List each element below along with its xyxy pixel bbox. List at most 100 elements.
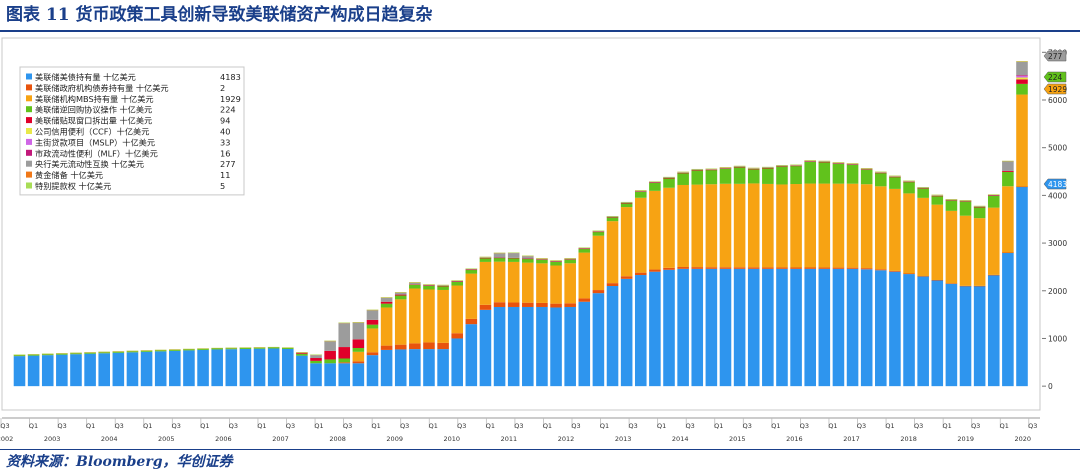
bar-stack: [437, 284, 449, 387]
bar-segment-agency_debt: [846, 267, 859, 269]
bar-segment-swaps: [804, 160, 816, 162]
legend-value: 224: [220, 105, 236, 115]
bar-segment-treasuries: [719, 268, 732, 387]
bar-segment-sdr: [1002, 160, 1014, 162]
bar-segment-agency_debt: [493, 302, 506, 307]
bar-segment-agency_debt: [818, 267, 831, 269]
bar-segment-mbs: [409, 288, 421, 344]
bar-segment-discount_window: [776, 166, 788, 167]
bar-segment-repo: [931, 196, 944, 205]
bar-segment-discount_window: [677, 172, 689, 174]
bar-segment-discount_window: [592, 231, 605, 233]
y-tick-label: 4000: [1048, 191, 1067, 200]
bar-segment-swaps: [310, 355, 322, 359]
bar-stack: [733, 165, 746, 387]
bar-segment-discount_window: [338, 347, 351, 359]
bar-segment-treasuries: [324, 363, 336, 387]
bar-stack: [423, 284, 435, 387]
plot-frame: [1, 37, 1041, 411]
bar-stack: [959, 200, 972, 387]
bar-segment-sdr: [818, 160, 831, 162]
bar-segment-treasuries: [875, 270, 887, 387]
bar-segment-discount_window: [451, 281, 463, 282]
bar-segment-repo: [620, 203, 633, 208]
bar-segment-repo: [423, 285, 435, 290]
footer-divider: [0, 449, 1080, 450]
bar-stack: [281, 347, 294, 387]
x-year-label: 2012: [558, 435, 575, 443]
bar-segment-repo: [776, 166, 788, 185]
bar-segment-mbs: [394, 299, 407, 345]
bar-stack: [154, 349, 167, 387]
bar-segment-sdr: [183, 348, 195, 350]
bar-segment-swaps: [522, 256, 534, 259]
x-quarter-label: Q3: [115, 422, 124, 430]
legend-value: 4183: [220, 72, 241, 82]
bar-segment-discount_window: [790, 165, 802, 167]
title-divider: [0, 30, 1080, 32]
bar-segment-sdr: [366, 309, 379, 311]
bar-segment-repo: [747, 169, 760, 184]
bar-segment-agency_debt: [465, 318, 478, 325]
bar-segment-sdr: [197, 348, 209, 349]
legend-label: 美联储机构MBS持有量 十亿美元: [35, 94, 154, 104]
bar-segment-swaps: [536, 258, 548, 260]
bar-segment-sdr: [691, 168, 704, 170]
legend-value: 94: [220, 116, 230, 126]
bar-segment-swaps: [493, 253, 506, 258]
bar-stack: [409, 282, 421, 387]
legend-entry: 美联储政府机构债券持有量 十亿美元 2: [26, 83, 225, 93]
bar-segment-treasuries: [437, 349, 449, 387]
legend-swatch: [26, 171, 32, 178]
bar-segment-treasuries: [366, 355, 379, 387]
bar-segment-swaps: [479, 257, 492, 258]
bar-segment-treasuries: [479, 309, 492, 387]
x-quarter-label: Q1: [257, 422, 266, 430]
bar-segment-repo: [84, 352, 96, 354]
bar-segment-discount_window: [889, 176, 901, 178]
bar-segment-mbs: [846, 183, 859, 268]
x-quarter-label: Q3: [971, 422, 980, 430]
legend-swatch: [26, 84, 32, 91]
x-year-label: 2007: [272, 435, 289, 443]
bar-segment-discount_window: [522, 258, 534, 260]
bar-segment-repo: [945, 200, 958, 211]
bar-segment-treasuries: [267, 348, 280, 387]
bar-stack: [691, 168, 704, 387]
bar-segment-discount_window: [917, 188, 929, 189]
bar-segment-mbs: [507, 261, 520, 303]
bar-segment-treasuries: [493, 306, 506, 387]
bar-segment-repo: [917, 188, 929, 198]
bar-segment-repo: [719, 168, 732, 184]
bar-stack: [493, 252, 506, 387]
bar-segment-sdr: [380, 297, 393, 298]
bar-segment-sdr: [987, 194, 1000, 195]
bar-segment-treasuries: [705, 268, 718, 387]
legend-value: 2: [220, 83, 225, 93]
bar-segment-swaps: [620, 202, 633, 204]
bar-segment-agency_debt: [903, 273, 915, 275]
legend-label: 公司信用便利（CCF）十亿美元: [35, 127, 149, 137]
y-tick-label: 3000: [1048, 239, 1067, 248]
bar-segment-sdr: [98, 351, 111, 353]
bar-segment-discount_window: [846, 164, 859, 165]
y-tick-label: 6000: [1048, 96, 1067, 105]
bar-segment-swaps: [875, 172, 887, 173]
x-quarter-label: Q3: [172, 422, 181, 430]
bar-segment-discount_window: [324, 350, 336, 360]
bar-segment-mbs: [536, 263, 548, 303]
legend-label: 美联储政府机构债券持有量 十亿美元: [35, 83, 169, 93]
bar-segment-mbs: [451, 285, 463, 334]
legend-entry: 市政流动性便利（MLF）十亿美元 16: [26, 148, 230, 158]
bar-segment-agency_debt: [592, 290, 605, 294]
x-year-label: 2003: [44, 435, 61, 443]
x-quarter-label: Q3: [0, 422, 9, 430]
bar-segment-mbs: [620, 207, 633, 277]
bar-segment-agency_debt: [380, 345, 393, 350]
bar-stack: [1002, 160, 1014, 387]
bar-segment-swaps: [705, 169, 718, 170]
bar-segment-discount_window: [550, 261, 562, 262]
x-year-label: 2017: [843, 435, 860, 443]
bar-segment-agency_debt: [705, 267, 718, 269]
bar-stack: [451, 280, 463, 387]
